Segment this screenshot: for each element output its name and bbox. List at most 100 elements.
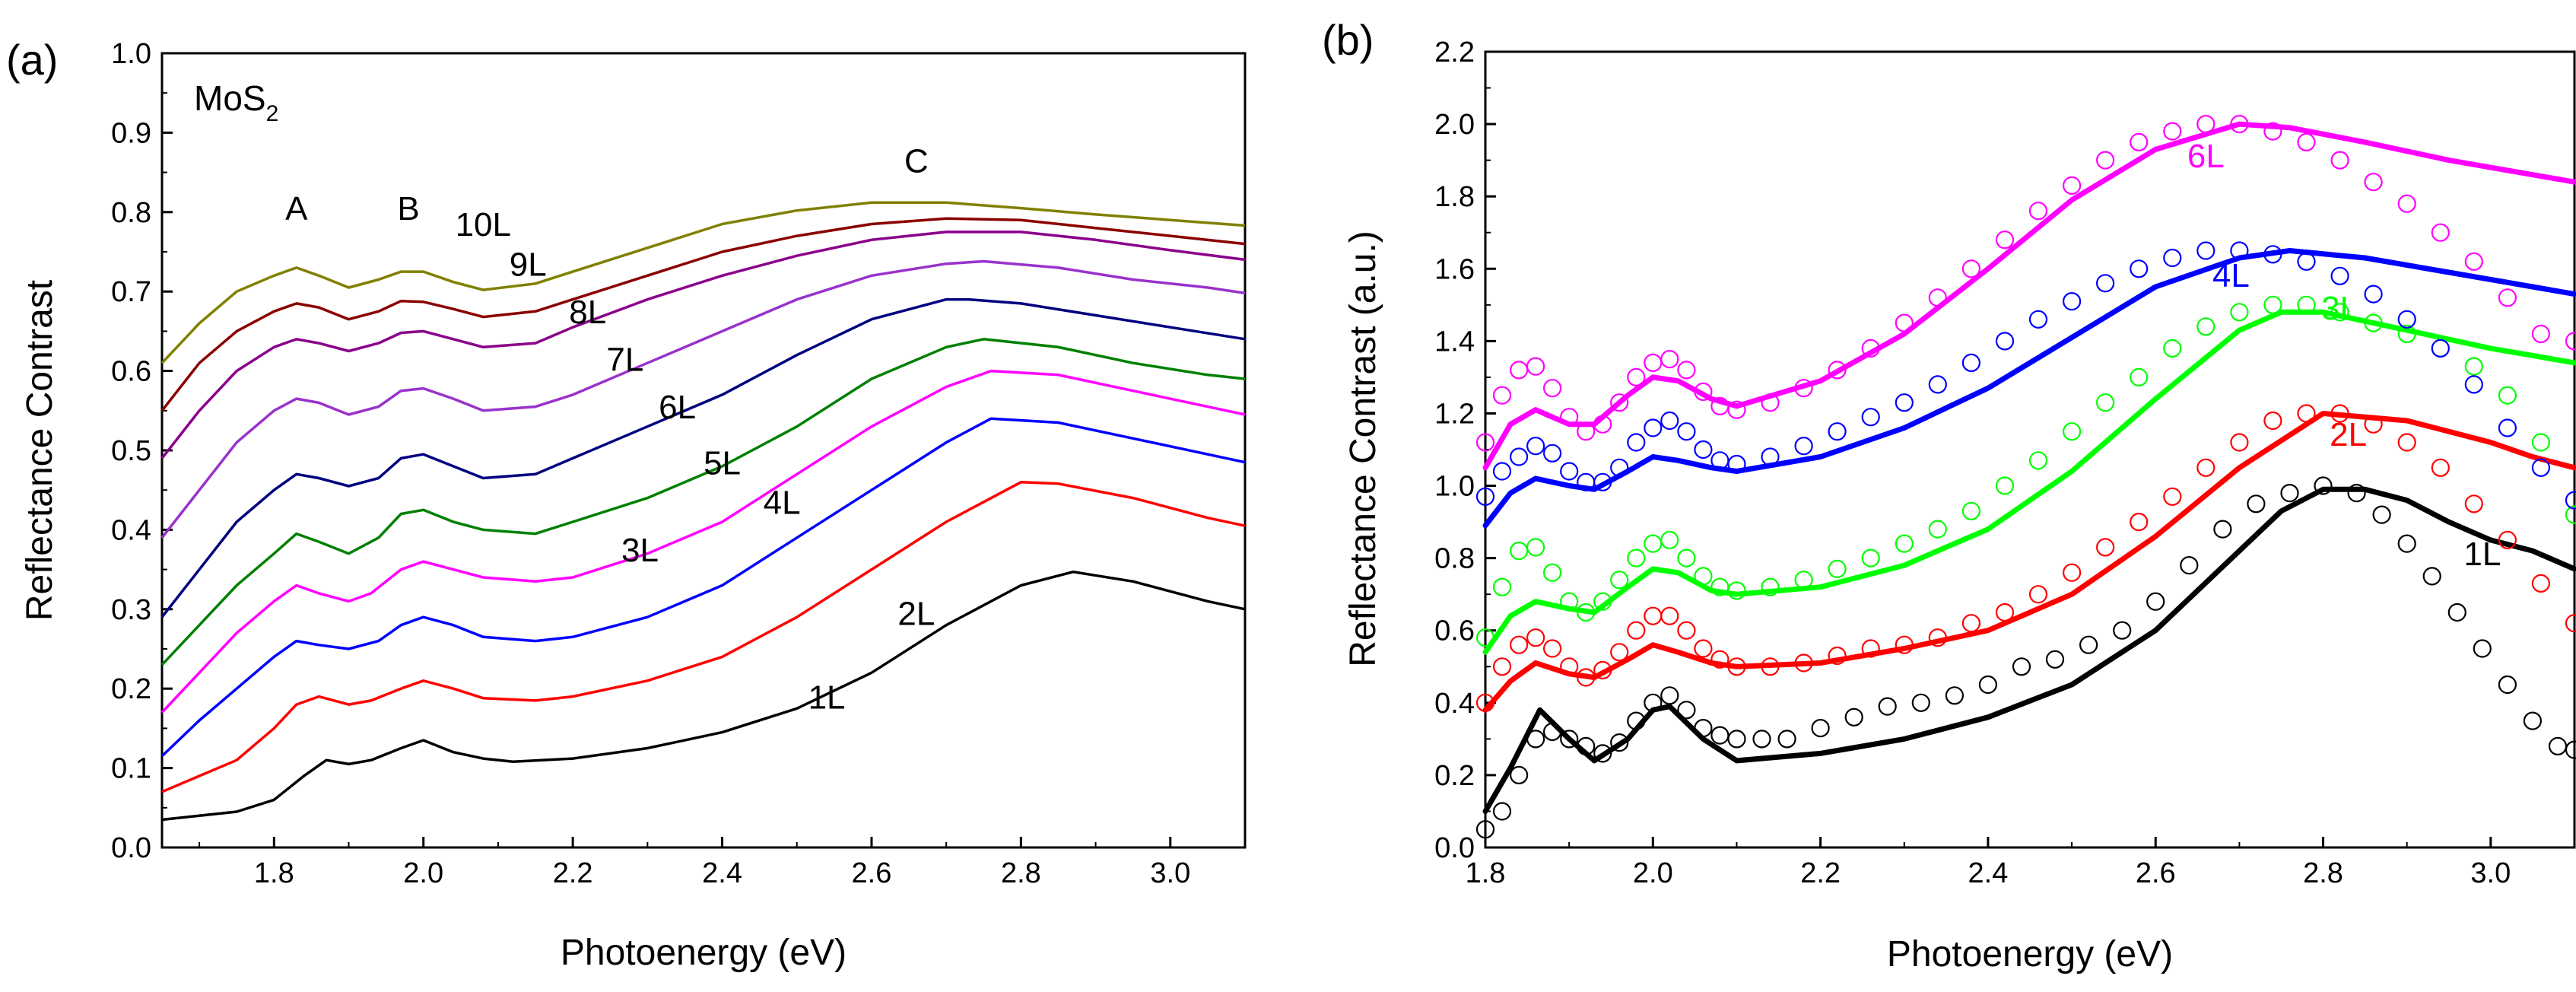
data-point-3L — [1928, 520, 1947, 539]
data-point-3L — [2464, 357, 2483, 376]
data-point-3L — [2028, 451, 2048, 470]
data-point-1L — [2498, 675, 2517, 695]
data-point-1L — [2113, 621, 2132, 640]
data-point-2L — [1492, 657, 1512, 676]
data-point-1L — [2372, 505, 2391, 524]
data-point-2L — [2464, 494, 2483, 513]
data-point-4L — [2063, 292, 2082, 311]
data-point-4L — [2163, 248, 2182, 268]
data-point-2L — [1961, 614, 1980, 633]
data-point-4L — [1644, 418, 1663, 437]
data-point-3L — [2498, 386, 2517, 405]
x-tick-label: 3.0 — [2470, 857, 2511, 889]
panel-a: (a) 1.8 2.0 2.2 2.4 2.6 2.8 3.0 0.0 0.1 0.2 0.3 0.4… — [6, 36, 1247, 973]
x-tick-label: 2.4 — [702, 857, 742, 889]
data-point-4L — [1475, 487, 1495, 506]
data-point-1L — [2422, 567, 2441, 586]
data-point-2L — [1542, 639, 1562, 658]
x-tick-label: 2.6 — [2136, 857, 2176, 889]
data-point-2L — [1509, 635, 1529, 654]
data-point-2L — [2498, 530, 2517, 550]
data-point-6L — [2297, 132, 2316, 151]
peak-label-A: A — [285, 190, 308, 227]
panel-a-peak-labels: A B C — [285, 143, 929, 228]
y-tick-label: 0.1 — [111, 753, 151, 785]
series-label-6L: 6L — [2187, 138, 2225, 175]
data-point-4L — [1677, 422, 1696, 441]
data-point-1L — [1844, 707, 1863, 727]
data-point-6L — [2364, 173, 2383, 192]
data-point-1L — [1727, 730, 1746, 749]
data-point-6L — [2565, 332, 2576, 351]
data-point-1L — [1710, 726, 1730, 745]
data-point-4L — [1660, 411, 1679, 431]
fit-line-3L — [1482, 309, 2576, 655]
data-point-4L — [1794, 437, 1813, 456]
y-tick-label: 0.2 — [111, 673, 151, 705]
data-point-2L — [1627, 621, 1646, 640]
x-tick-label: 1.8 — [1466, 857, 1506, 889]
data-point-1L — [1660, 686, 1679, 705]
data-point-4L — [2297, 252, 2316, 271]
panel-b-label: (b) — [1322, 16, 1374, 64]
data-point-4L — [1861, 408, 1880, 427]
data-point-6L — [1610, 393, 1629, 412]
data-point-1L — [1677, 701, 1696, 720]
data-point-2L — [2063, 563, 2082, 582]
data-point-6L — [1828, 361, 1847, 380]
peak-label-C: C — [904, 143, 929, 180]
y-tick-label: 0.5 — [111, 435, 151, 467]
data-point-1L — [2447, 603, 2466, 622]
fit-line-6L — [1482, 121, 2576, 471]
data-point-6L — [1475, 433, 1495, 452]
data-point-2L — [1660, 606, 1679, 625]
data-point-3L — [1526, 538, 1545, 557]
y-tick-label: 1.6 — [1434, 253, 1475, 285]
data-point-4L — [1895, 393, 1914, 412]
data-point-6L — [1727, 400, 1746, 419]
y-tick-label: 0.4 — [1434, 688, 1475, 720]
x-tick-label: 2.0 — [403, 857, 443, 889]
series-label-9L: 9L — [510, 246, 547, 283]
data-point-2L — [2163, 487, 2182, 506]
y-tick-label: 1.8 — [1434, 181, 1475, 213]
data-point-2L — [2397, 433, 2416, 452]
data-point-4L — [2096, 274, 2115, 293]
data-point-3L — [1509, 541, 1529, 561]
y-tick-label: 0.3 — [111, 594, 151, 626]
data-point-2L — [1710, 650, 1730, 669]
data-point-2L — [2130, 512, 2149, 532]
y-tick-label: 0.2 — [1434, 760, 1475, 792]
y-tick-label: 0.8 — [1434, 543, 1475, 575]
data-point-6L — [2096, 151, 2115, 170]
panel-b: (b) 1.8 2.0 2.2 2.4 2.6 2.8 3.0 0.0 0.2 0.4 0.6 0.8… — [1322, 16, 2576, 975]
data-point-1L — [1752, 730, 1771, 749]
x-tick-label: 2.8 — [1001, 857, 1041, 889]
series-line-3L — [160, 417, 1246, 758]
y-tick-label: 2.0 — [1434, 109, 1475, 141]
series-4L — [1475, 241, 2576, 529]
data-point-6L — [2028, 202, 2048, 221]
data-point-4L — [2397, 310, 2416, 329]
data-point-3L — [1610, 571, 1629, 590]
data-point-6L — [1509, 361, 1529, 380]
y-tick-label: 0.6 — [111, 356, 151, 388]
data-point-2L — [2096, 538, 2115, 557]
panel-a-tick-labels: 1.8 2.0 2.2 2.4 2.6 2.8 3.0 0.0 0.1 0.2 0.3 0.4 0.5 0… — [111, 38, 1190, 889]
data-point-1L — [1777, 730, 1796, 749]
series-label-2L: 2L — [897, 596, 935, 633]
panel-a-material-label: MoS2 — [194, 78, 278, 126]
series-label-1L: 1L — [808, 679, 846, 716]
panel-a-label: (a) — [6, 36, 58, 84]
data-point-3L — [2130, 367, 2149, 386]
x-tick-label: 2.2 — [1800, 857, 1841, 889]
data-point-6L — [1995, 231, 2015, 250]
data-point-3L — [2565, 505, 2576, 524]
y-tick-label: 0.6 — [1434, 615, 1475, 647]
series-line-5L — [160, 338, 1246, 666]
x-tick-label: 2.0 — [1633, 857, 1673, 889]
data-point-3L — [1895, 534, 1914, 553]
data-point-3L — [1492, 577, 1512, 596]
series-label-4L: 4L — [764, 485, 801, 522]
